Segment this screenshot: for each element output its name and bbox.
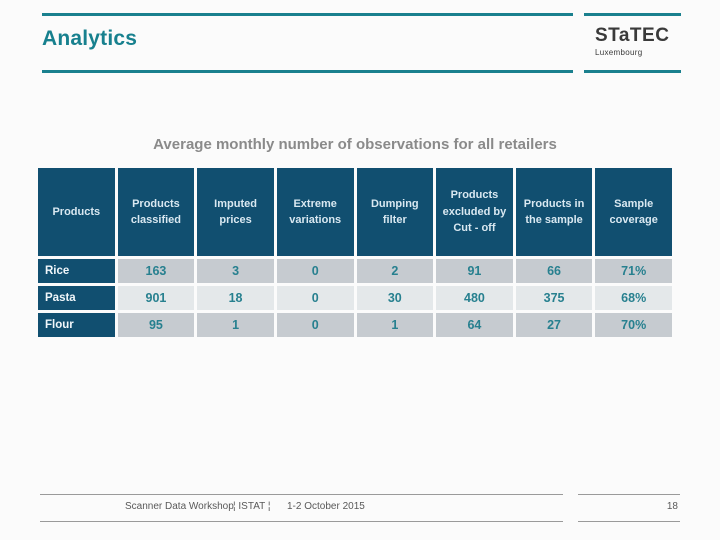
column-header-imputed-prices: Imputed prices [197,168,274,256]
table-cell: 2 [356,259,434,283]
column-header-extreme-variations: Extreme variations [276,168,354,256]
footer-rule-bottom-long [40,521,563,522]
table-cell: 18 [197,286,274,310]
column-header-products-classified: Products classified [117,168,195,256]
table-cell: 1 [356,313,434,337]
footer-rule-bottom-right [578,521,680,522]
footer-rule-top-right [578,494,680,495]
table-cell: 71% [595,259,672,283]
statec-logo-wordmark: STaTEC [595,25,670,46]
column-header-products: Products [38,168,115,256]
table-cell: 901 [117,286,195,310]
header-rule-bottom-long [42,70,573,73]
column-header-dumping-filter: Dumping filter [356,168,434,256]
slide-subtitle: Average monthly number of observations f… [153,136,557,153]
statec-logo: STaTEC Luxembourg [595,25,670,57]
table-cell: 27 [515,313,593,337]
table-cell: 70% [595,313,672,337]
table-cell: 3 [197,259,274,283]
row-label-rice: Rice [38,259,115,283]
table-cell: 64 [436,313,513,337]
table-cell: 0 [276,259,354,283]
header-rule-top-right [584,13,681,16]
footer-page-number: 18 [666,501,678,512]
header-rule-top-long [42,13,573,16]
table-cell: 1 [197,313,274,337]
table-cell: 480 [436,286,513,310]
table-cell: 95 [117,313,195,337]
table-cell: 375 [515,286,593,310]
page-title: Analytics [42,27,138,50]
table-cell: 163 [117,259,195,283]
column-header-products-in-sample: Products in the sample [515,168,593,256]
header-rule-bottom-right [584,70,681,73]
table-cell: 91 [436,259,513,283]
table-cell: 30 [356,286,434,310]
column-header-excluded-by-cutoff: Products excluded by Cut - off [436,168,513,256]
footer-rule-top-long [40,494,563,495]
column-header-sample-coverage: Sample coverage [595,168,672,256]
table-cell: 0 [276,286,354,310]
observations-table: Products Products classified Imputed pri… [38,168,672,337]
table-cell: 68% [595,286,672,310]
footer-workshop-label: Scanner Data Workshop [125,501,234,512]
footer-istat-label: ¦ ISTAT ¦ [233,501,271,512]
table-cell: 0 [276,313,354,337]
row-label-pasta: Pasta [38,286,115,310]
footer-date-label: 1-2 October 2015 [287,501,365,512]
table-cell: 66 [515,259,593,283]
statec-logo-subtext: Luxembourg [595,47,643,57]
row-label-flour: Flour [38,313,115,337]
